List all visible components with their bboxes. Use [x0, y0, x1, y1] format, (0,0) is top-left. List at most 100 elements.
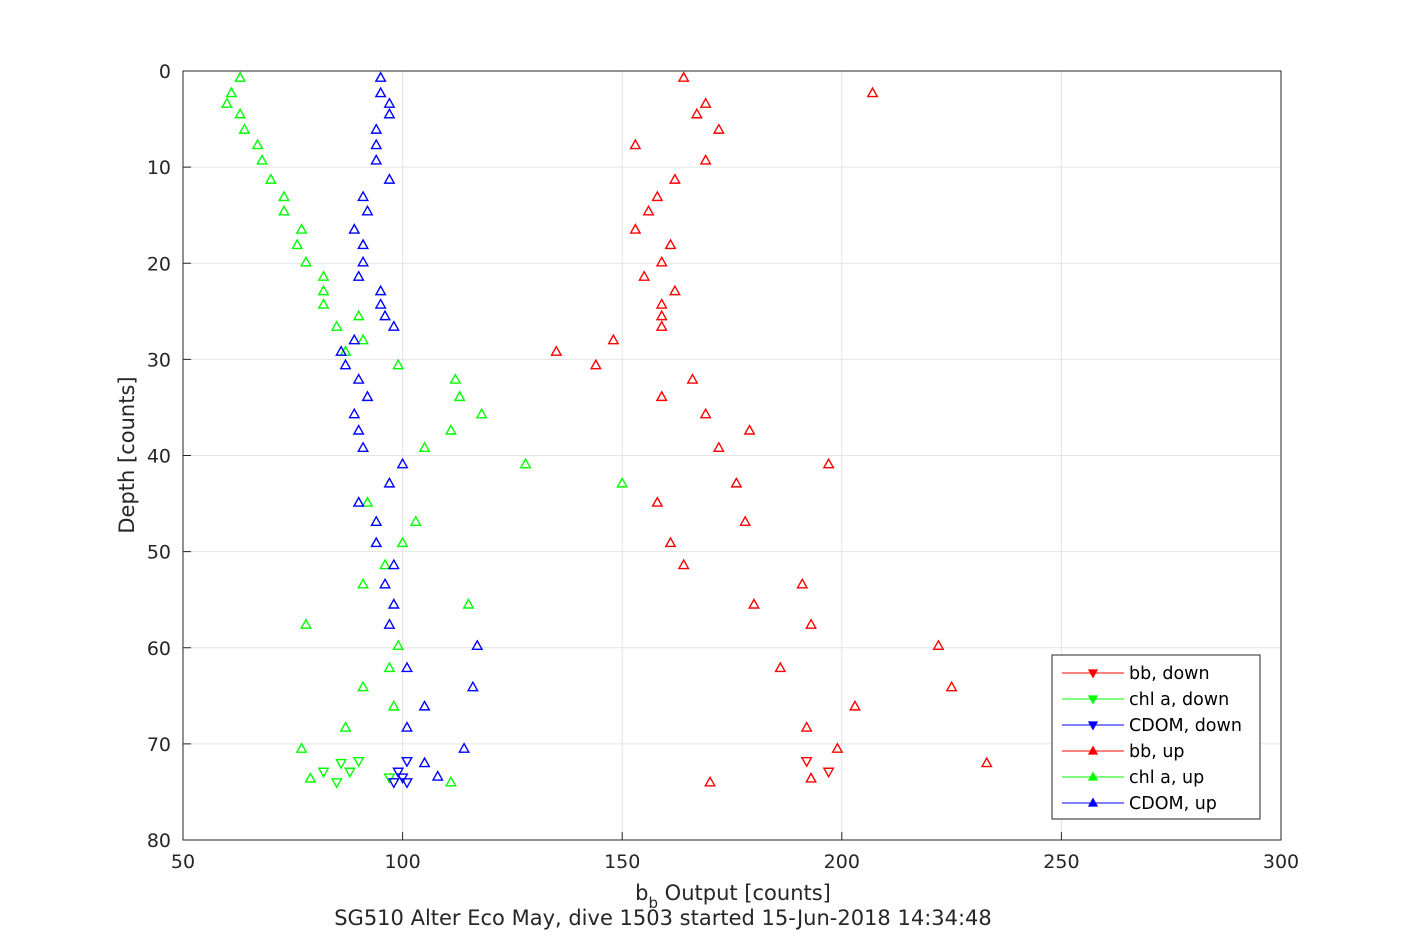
data-point	[418, 699, 431, 711]
y-tick-label: 0	[159, 61, 171, 83]
series-bb-up	[550, 71, 993, 787]
y-tick-label: 20	[147, 253, 171, 275]
data-point	[357, 577, 370, 589]
legend-item: bb, up	[1062, 742, 1185, 762]
legend-label: bb, down	[1129, 664, 1210, 684]
data-point	[361, 204, 374, 216]
data-point	[453, 390, 466, 402]
x-tick-label: 150	[604, 851, 640, 873]
data-point	[743, 424, 756, 435]
data-point	[295, 742, 308, 753]
data-point	[444, 424, 457, 435]
series-bb-down	[800, 756, 835, 779]
data-point	[238, 123, 251, 134]
data-point	[374, 86, 387, 98]
legend-item: chl a, down	[1062, 690, 1229, 710]
data-point	[704, 775, 716, 787]
legend-marker	[1087, 745, 1099, 755]
data-point	[383, 97, 396, 108]
data-point	[638, 270, 651, 281]
data-point	[330, 320, 343, 331]
data-point	[387, 778, 400, 789]
data-point	[335, 758, 348, 770]
data-point	[730, 476, 743, 488]
data-point	[589, 358, 602, 370]
data-point	[374, 71, 387, 82]
y-axis-title: Depth [counts]	[115, 376, 139, 533]
data-point	[401, 778, 413, 789]
data-point	[317, 298, 330, 309]
data-point	[370, 123, 383, 134]
series-cdom-down	[387, 756, 413, 789]
data-point	[357, 190, 370, 202]
data-point	[348, 223, 361, 234]
data-point	[774, 661, 787, 673]
data-point	[348, 333, 361, 345]
data-point	[335, 345, 348, 356]
data-point	[668, 173, 681, 184]
data-point	[352, 373, 365, 384]
legend-label: CDOM, up	[1129, 794, 1217, 814]
data-point	[418, 441, 431, 453]
data-point	[748, 598, 760, 609]
data-point	[519, 457, 532, 469]
data-point	[352, 270, 365, 281]
x-tick-label: 100	[384, 851, 420, 873]
data-point	[866, 86, 879, 98]
data-point	[458, 742, 471, 753]
legend-marker	[1087, 771, 1099, 781]
data-point	[357, 238, 370, 250]
axis-ticks: 50 100 150 200 250 300 0 10 20 30 40 50 60 70 80	[147, 61, 1299, 873]
data-point	[651, 190, 664, 202]
data-point	[739, 515, 752, 527]
data-point	[383, 661, 396, 673]
data-point	[379, 309, 391, 321]
data-point	[317, 767, 330, 779]
data-point	[234, 71, 247, 82]
legend-marker	[1087, 797, 1099, 807]
data-point	[317, 270, 330, 281]
data-point	[361, 390, 374, 402]
data-point	[932, 639, 945, 651]
data-point	[387, 558, 400, 570]
data-point	[668, 284, 681, 296]
data-point	[304, 772, 317, 783]
data-point	[352, 756, 365, 768]
legend-item: chl a, up	[1062, 768, 1204, 788]
x-tick-label: 250	[1043, 851, 1079, 873]
data-point	[295, 223, 308, 234]
data-point	[945, 680, 958, 692]
data-point	[849, 699, 861, 711]
data-point	[370, 536, 383, 548]
data-point	[392, 358, 405, 370]
series-cdom-up	[335, 71, 484, 781]
data-point	[655, 390, 668, 402]
x-axis-title-main: b	[635, 881, 648, 905]
data-point	[805, 772, 817, 783]
data-point	[396, 536, 409, 548]
data-point	[374, 284, 387, 296]
data-point	[379, 558, 391, 570]
data-point	[471, 639, 484, 651]
data-point	[339, 358, 352, 370]
data-point	[343, 767, 356, 779]
data-point	[357, 680, 370, 692]
data-point	[379, 577, 391, 589]
data-point	[629, 223, 642, 234]
data-point	[401, 756, 413, 768]
data-point	[383, 476, 396, 488]
data-markers	[220, 71, 993, 789]
data-point	[234, 107, 247, 119]
y-tick-label: 50	[147, 542, 171, 564]
x-axis-title-subscript: b	[648, 894, 658, 912]
data-point	[831, 742, 844, 753]
data-point	[330, 778, 343, 789]
legend: bb, down chl a, down CDOM, down bb, up chl a…	[1051, 654, 1261, 820]
data-point	[370, 515, 383, 527]
data-point	[357, 255, 370, 267]
data-point	[449, 373, 462, 384]
data-point	[475, 407, 488, 419]
data-point	[655, 298, 668, 309]
data-point	[339, 721, 352, 732]
